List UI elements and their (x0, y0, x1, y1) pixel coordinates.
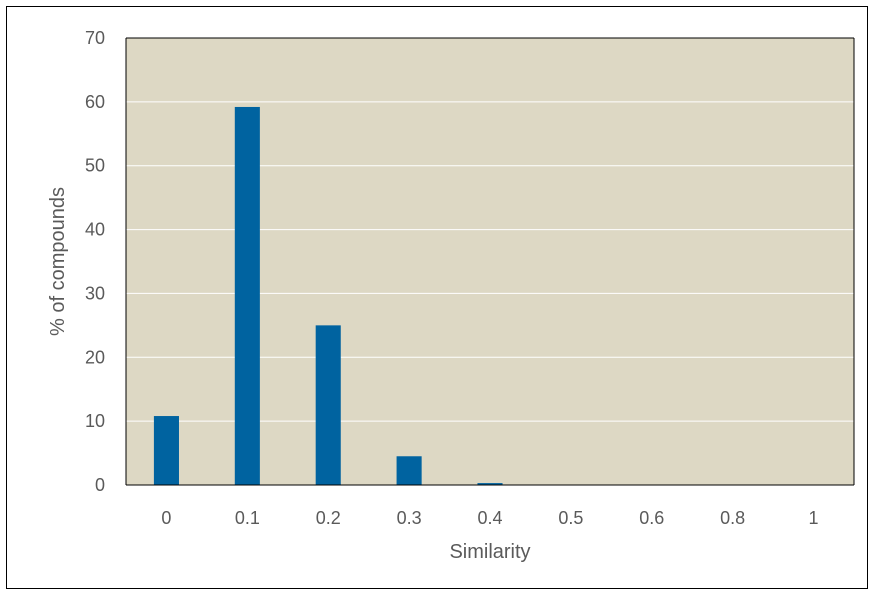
bar-0.2 (315, 325, 341, 485)
bar-0.3 (396, 456, 422, 485)
axes (125, 37, 855, 486)
y-tick-label: 70 (85, 28, 105, 48)
y-tick-label: 10 (85, 411, 105, 431)
x-tick-label: 1 (809, 508, 819, 528)
x-axis-title: Similarity (449, 541, 530, 563)
bar-0 (153, 416, 179, 485)
y-tick-label: 30 (85, 283, 105, 303)
x-tick-label: 0.6 (639, 508, 664, 528)
y-tick-label: 20 (85, 347, 105, 367)
y-axis-title: % of compounds (47, 187, 69, 336)
x-tick-label: 0.3 (397, 508, 422, 528)
y-tick-label: 60 (85, 92, 105, 112)
x-tick-label: 0 (161, 508, 171, 528)
x-tick-label: 0.8 (720, 508, 745, 528)
x-tick-labels: 0 0.1 0.2 0.3 0.4 0.5 0.6 0.8 1 (161, 508, 818, 528)
x-tick-label: 0.5 (558, 508, 583, 528)
bar-0.1 (234, 106, 260, 486)
y-tick-label: 0 (95, 475, 105, 495)
x-tick-label: 0.1 (235, 508, 260, 528)
y-tick-labels: 0 10 20 30 40 50 60 70 (85, 28, 105, 495)
bars (153, 106, 503, 486)
bar-0.4 (477, 483, 503, 485)
y-tick-label: 40 (85, 220, 105, 240)
x-tick-label: 0.4 (477, 508, 502, 528)
y-tick-label: 50 (85, 156, 105, 176)
x-tick-label: 0.2 (316, 508, 341, 528)
